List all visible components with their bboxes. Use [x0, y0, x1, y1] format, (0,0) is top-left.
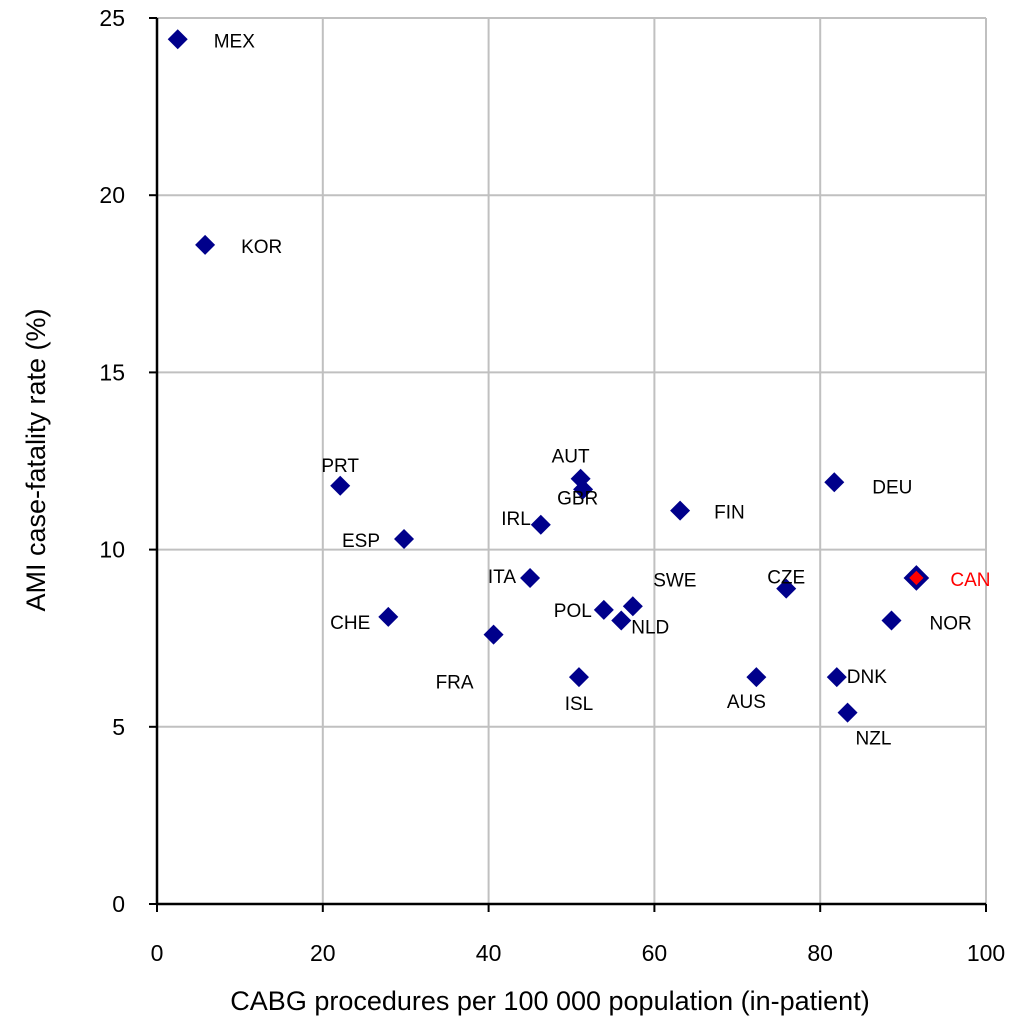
- data-point-dnk: [826, 667, 847, 688]
- x-tick-label: 100: [967, 940, 1005, 966]
- point-label-nld: NLD: [631, 617, 669, 638]
- point-label-can: CAN: [950, 570, 990, 591]
- point-label-deu: DEU: [872, 477, 912, 498]
- point-label-cze: CZE: [767, 568, 805, 589]
- x-tick-label: 60: [642, 940, 668, 966]
- point-label-gbr: GBR: [557, 488, 598, 509]
- point-label-che: CHE: [330, 613, 370, 634]
- point-label-dnk: DNK: [847, 667, 887, 688]
- x-tick-label: 0: [151, 940, 164, 966]
- data-point-nzl: [837, 702, 858, 723]
- y-tick-label: 20: [99, 182, 125, 208]
- y-tick-label: 5: [112, 714, 125, 740]
- data-point-irl: [530, 514, 551, 535]
- point-label-fra: FRA: [436, 673, 474, 694]
- data-point-gbr: [573, 479, 594, 500]
- data-points: [167, 29, 930, 723]
- data-point-ita: [520, 567, 541, 588]
- data-point-fin: [670, 500, 691, 521]
- axes: [149, 17, 987, 912]
- point-label-fin: FIN: [714, 503, 745, 524]
- data-point-deu: [824, 472, 845, 493]
- data-point-can: [903, 565, 930, 591]
- x-tick-label: 80: [807, 940, 833, 966]
- point-label-aus: AUS: [727, 692, 766, 713]
- point-label-isl: ISL: [565, 694, 594, 715]
- x-axis-title: CABG procedures per 100 000 population (…: [230, 986, 869, 1016]
- point-label-kor: KOR: [241, 237, 282, 258]
- point-label-nzl: NZL: [856, 729, 892, 750]
- data-point-aus: [746, 667, 767, 688]
- data-point-swe: [622, 596, 643, 617]
- point-label-swe: SWE: [653, 570, 696, 591]
- grid-lines: [157, 17, 987, 904]
- data-point-kor: [195, 234, 216, 255]
- point-label-aut: AUT: [552, 447, 590, 468]
- tick-labels: 0 20 40 60 80 100 0 5 10 15 20 25: [99, 5, 1005, 966]
- data-point-cze: [776, 578, 797, 599]
- data-point-che: [378, 606, 399, 627]
- data-point-esp: [394, 528, 415, 549]
- data-point-prt: [330, 475, 351, 496]
- point-label-mex: MEX: [214, 31, 256, 52]
- data-point-fra: [483, 624, 504, 645]
- point-label-ita: ITA: [488, 567, 516, 588]
- y-tick-label: 15: [99, 359, 125, 385]
- point-labels: MEX KOR PRT ESP CHE FRA ITA IRL AUT GBR ISL POL NLD S…: [214, 31, 991, 749]
- y-tick-label: 25: [99, 5, 125, 31]
- data-point-mex: [167, 29, 188, 50]
- point-label-prt: PRT: [321, 456, 359, 477]
- point-label-nor: NOR: [929, 613, 971, 634]
- data-point-isl: [568, 667, 589, 688]
- data-point-pol: [593, 599, 614, 620]
- data-point-nld: [611, 610, 632, 631]
- point-label-esp: ESP: [342, 531, 380, 552]
- point-label-irl: IRL: [501, 509, 531, 530]
- data-point-nor: [881, 610, 902, 631]
- y-axis-title: AMI case-fatality rate (%): [21, 308, 51, 611]
- y-tick-label: 10: [99, 537, 125, 563]
- x-tick-label: 40: [476, 940, 502, 966]
- x-tick-label: 20: [310, 940, 336, 966]
- y-tick-label: 0: [112, 891, 125, 917]
- point-label-pol: POL: [554, 601, 592, 622]
